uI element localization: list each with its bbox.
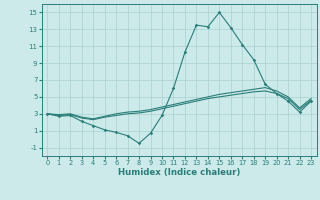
X-axis label: Humidex (Indice chaleur): Humidex (Indice chaleur) xyxy=(118,168,240,177)
